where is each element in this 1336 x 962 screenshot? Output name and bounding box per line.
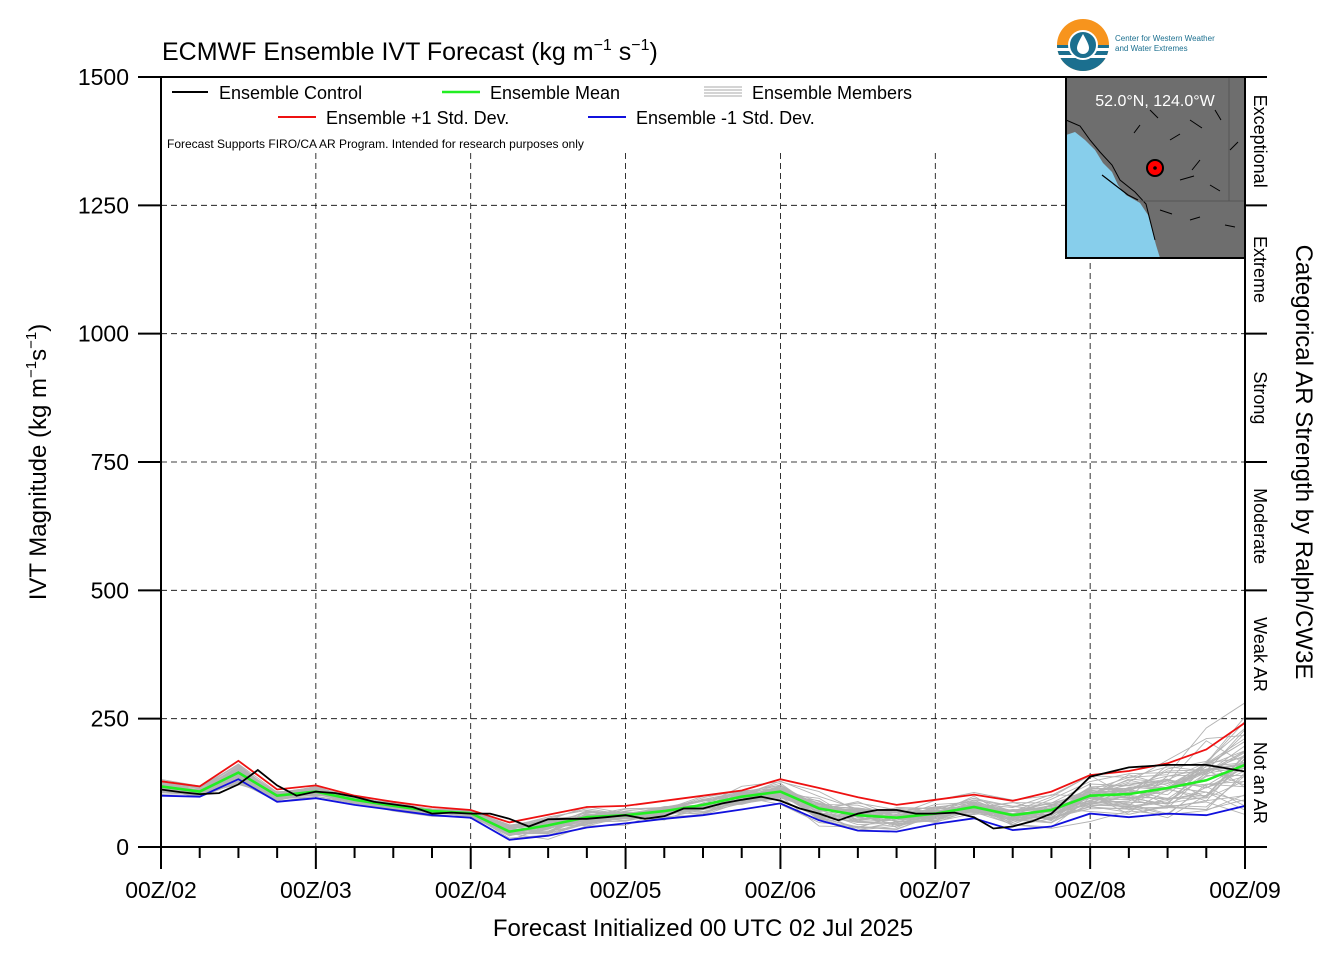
x-tick-label: 00Z/08 <box>1054 877 1126 903</box>
legend-mean: Ensemble Mean <box>442 83 620 103</box>
category-label: Extreme <box>1250 236 1270 303</box>
grid-lines <box>161 153 1245 847</box>
x-tick-label: 00Z/02 <box>125 877 197 903</box>
cw3e-logo: Center for Western Weather and Water Ext… <box>1057 19 1215 71</box>
inset-location-label: 52.0°N, 124.0°W <box>1095 93 1215 110</box>
legend-minus-std: Ensemble -1 Std. Dev. <box>588 108 815 128</box>
x-tick-label: 00Z/09 <box>1209 877 1281 903</box>
legend-mean-label: Ensemble Mean <box>490 83 620 103</box>
location-inset-map: 52.0°N, 124.0°W <box>1065 76 1246 259</box>
series-lines <box>161 722 1245 841</box>
category-label: Not an AR <box>1250 742 1270 824</box>
ensemble-member-line <box>161 729 1245 835</box>
logo-text-line2: and Water Extremes <box>1115 44 1188 53</box>
y-tick-label: 500 <box>91 577 129 603</box>
x-tick-label: 00Z/03 <box>280 877 352 903</box>
ensemble-members <box>161 702 1245 841</box>
category-label: Strong <box>1250 371 1270 424</box>
y-tick-label: 1500 <box>78 64 129 90</box>
y-tick-label: 250 <box>91 706 129 732</box>
y-tick-label: 1250 <box>78 192 129 218</box>
x-tick-label: 00Z/04 <box>435 877 507 903</box>
legend-plus-std-label: Ensemble +1 Std. Dev. <box>326 108 509 128</box>
right-axis-label: Categorical AR Strength by Ralph/CW3E <box>1290 245 1317 680</box>
x-tick-label: 00Z/07 <box>899 877 971 903</box>
logo-text-line1: Center for Western Weather <box>1115 34 1215 43</box>
x-tick-label: 00Z/05 <box>590 877 662 903</box>
ensemble-member-line <box>161 716 1245 836</box>
x-axis-label: Forecast Initialized 00 UTC 02 Jul 2025 <box>493 915 913 942</box>
legend-minus-std-label: Ensemble -1 Std. Dev. <box>636 108 815 128</box>
legend-members-label: Ensemble Members <box>752 83 912 103</box>
legend-members: Ensemble Members <box>704 83 912 103</box>
category-label: Moderate <box>1250 488 1270 564</box>
ensemble-1-std-dev-line <box>161 778 1245 841</box>
research-note: Forecast Supports FIRO/CA AR Program. In… <box>167 137 584 151</box>
y-axis-label: IVT Magnitude (kg m−1s−1) <box>23 324 52 601</box>
x-tick-label: 00Z/06 <box>745 877 817 903</box>
legend: Ensemble Control Ensemble Mean Ensemble … <box>172 83 912 128</box>
ar-categories: Not an AR Weak AR Moderate Strong Extreme Exc… <box>1245 76 1270 848</box>
legend-control: Ensemble Control <box>172 83 362 103</box>
ensemble-mean-line <box>161 763 1245 833</box>
chart-title: ECMWF Ensemble IVT Forecast (kg m−1 s−1) <box>162 37 658 66</box>
category-label: Weak AR <box>1250 617 1270 692</box>
y-tick-label: 1000 <box>78 321 129 347</box>
ensemble-1-std-dev-line <box>161 722 1245 824</box>
water-drop-icon <box>1077 34 1089 54</box>
y-tick-label: 0 <box>116 834 129 860</box>
category-label: Exceptional <box>1250 95 1270 188</box>
axes: 0 250 500 750 1000 1250 1500 00Z/02 00Z/03 00Z/04… <box>78 64 1281 903</box>
ensemble-control-line <box>161 764 1245 830</box>
legend-plus-std: Ensemble +1 Std. Dev. <box>278 108 509 128</box>
y-tick-label: 750 <box>91 449 129 475</box>
ocean-area <box>1066 132 1160 258</box>
legend-control-label: Ensemble Control <box>219 83 362 103</box>
